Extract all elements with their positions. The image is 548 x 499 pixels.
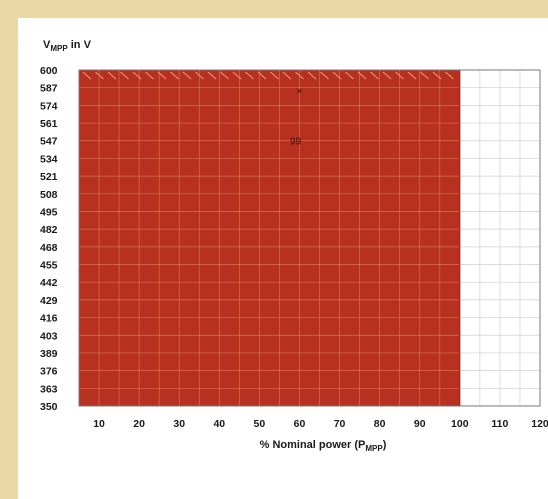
- y-tick-label: 587: [40, 83, 58, 95]
- y-tick-label: 482: [40, 224, 58, 236]
- y-tick-label: 561: [40, 118, 58, 130]
- x-tick-label: 20: [133, 418, 145, 430]
- x-tick-label: 60: [294, 418, 306, 430]
- filled-efficiency-region: [79, 70, 460, 406]
- hatch-mark: [195, 71, 204, 80]
- hatch-mark: [245, 71, 254, 80]
- y-tick-label: 468: [40, 242, 58, 254]
- y-tick-label: 495: [40, 206, 58, 218]
- top-hatching: [82, 71, 454, 80]
- hatch-mark: [445, 71, 454, 80]
- y-tick-label: 442: [40, 277, 58, 289]
- y-tick-label: 455: [40, 260, 58, 272]
- y-tick-label: 416: [40, 313, 58, 325]
- hatch-mark: [207, 71, 217, 80]
- hatch-mark: [270, 71, 279, 80]
- y-tick-label: 363: [40, 383, 58, 395]
- x-tick-label: 110: [491, 418, 508, 430]
- plot-frame: [78, 69, 541, 407]
- y-tick-label: 508: [40, 189, 58, 201]
- hatch-mark: [382, 71, 392, 80]
- y-axis-title-main: V: [43, 39, 51, 51]
- y-axis-title-sub: MPP: [50, 44, 68, 53]
- y-tick-label: 376: [40, 366, 58, 378]
- y-tick-label: 547: [40, 136, 58, 148]
- y-tick-label: 350: [40, 401, 58, 413]
- hatch-mark: [107, 71, 117, 80]
- hatch-mark: [295, 71, 304, 80]
- heatmap-chart: 600 587 574 561 547 534 521 508 495 482 468 455 442 4…: [40, 39, 548, 453]
- hatch-mark: [307, 71, 317, 80]
- y-tick-label: 521: [40, 171, 58, 183]
- filled-region-rect: [79, 70, 460, 406]
- y-tick-label: 574: [40, 100, 58, 112]
- hatch-mark: [95, 71, 104, 80]
- hatch-mark: [220, 71, 229, 80]
- x-axis-title-sub: MPP: [365, 444, 383, 453]
- y-axis-title: VMPP in V: [43, 39, 92, 53]
- y-tick-label: 534: [40, 153, 58, 165]
- x-tick-label: 70: [334, 418, 346, 430]
- hatch-mark: [332, 71, 342, 80]
- x-axis-title-suffix: ): [383, 439, 387, 451]
- y-tick-label: 389: [40, 348, 58, 360]
- annotations: 99 ×: [290, 86, 303, 147]
- x-tick-label: 90: [414, 418, 426, 430]
- hatch-mark: [432, 71, 442, 80]
- hatch-mark: [120, 71, 129, 80]
- hatch-mark: [345, 71, 354, 80]
- hatch-mark: [395, 71, 404, 80]
- x-tick-label: 100: [451, 418, 469, 430]
- hatch-mark: [420, 71, 429, 80]
- x-tick-labels: 10 20 30 40 50 60 70 80 90 100 110 120: [93, 418, 548, 430]
- gridlines: [78, 70, 540, 406]
- hatch-mark: [157, 71, 167, 80]
- x-tick-label: 50: [254, 418, 266, 430]
- x-axis-title: % Nominal power (PMPP): [260, 439, 387, 453]
- annotation-label: ×: [297, 86, 303, 97]
- hatch-mark: [282, 71, 292, 80]
- hatch-mark: [407, 71, 417, 80]
- x-axis-title-main: % Nominal power (P: [260, 439, 366, 451]
- y-axis-title-suffix: in V: [68, 39, 92, 51]
- x-tick-label: 10: [93, 418, 105, 430]
- x-tick-label: 120: [531, 418, 548, 430]
- hatch-mark: [370, 71, 379, 80]
- hatch-mark: [232, 71, 242, 80]
- y-tick-label: 600: [40, 65, 58, 77]
- hatch-mark: [182, 71, 192, 80]
- hatch-mark: [132, 71, 142, 80]
- x-tick-label: 40: [213, 418, 225, 430]
- hatch-mark: [170, 71, 179, 80]
- y-tick-label: 429: [40, 295, 58, 307]
- hatch-mark: [82, 71, 92, 80]
- y-tick-labels: 600 587 574 561 547 534 521 508 495 482 468 455 442 4…: [40, 65, 58, 413]
- hatch-mark: [257, 71, 267, 80]
- hatch-mark: [145, 71, 154, 80]
- x-tick-label: 30: [173, 418, 185, 430]
- y-tick-label: 403: [40, 330, 58, 342]
- hatch-mark: [320, 71, 329, 80]
- x-tick-label: 80: [374, 418, 386, 430]
- hatch-mark: [357, 71, 367, 80]
- annotation-label: 99: [290, 137, 302, 148]
- chart-card: 600 587 574 561 547 534 521 508 495 482 468 455 442 4…: [18, 18, 548, 499]
